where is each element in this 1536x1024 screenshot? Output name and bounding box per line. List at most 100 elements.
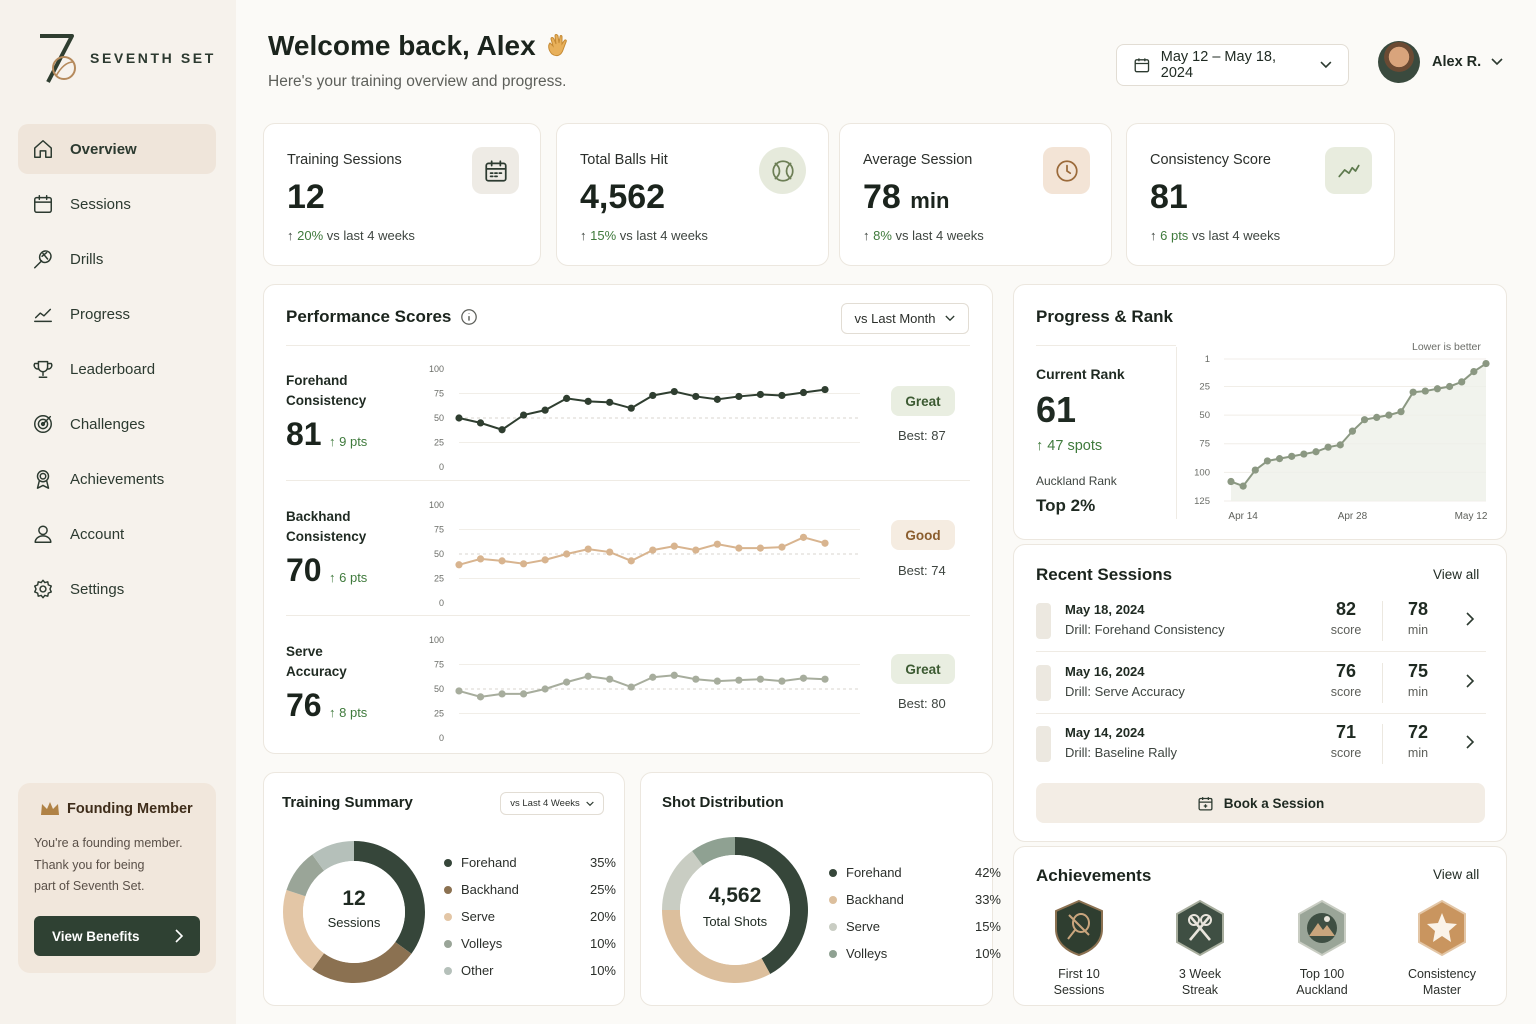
sidebar-item-challenges[interactable]: Challenges xyxy=(18,399,216,449)
legend-label: Forehand xyxy=(846,865,902,880)
achievement-first-10-sessions[interactable]: First 10 Sessions xyxy=(1024,899,1134,998)
achievement-3-week-streak[interactable]: 3 Week Streak xyxy=(1145,899,1255,998)
axis-tick-label: 50 xyxy=(1199,410,1210,421)
trend-icon xyxy=(1337,164,1360,177)
sidebar-item-label: Sessions xyxy=(70,195,131,213)
calendar-icon xyxy=(34,195,52,213)
legend-item: Forehand 35% xyxy=(444,855,616,870)
achievement-label-line: 3 Week xyxy=(1178,967,1222,981)
chevron-right-icon xyxy=(175,929,184,943)
sidebar-item-progress[interactable]: Progress xyxy=(18,289,216,339)
session-row[interactable]: May 18, 2024 Drill: Forehand Consistency… xyxy=(1036,595,1486,655)
member-text-line: part of Seventh Set. xyxy=(34,879,145,893)
achievement-label-line: Sessions xyxy=(1053,983,1105,997)
data-point xyxy=(455,687,463,695)
sidebar-item-settings[interactable]: Settings xyxy=(18,564,216,614)
achievement-top-100-auckland[interactable]: Top 100 Auckland xyxy=(1267,899,1377,998)
stat-value: 12 xyxy=(287,178,325,217)
sidebar-item-overview[interactable]: Overview xyxy=(18,124,216,174)
session-date: May 16, 2024 xyxy=(1065,664,1145,679)
legend-value: 33% xyxy=(974,892,1001,907)
data-point xyxy=(563,394,571,402)
data-point xyxy=(584,397,592,405)
donut-slice-backhand xyxy=(312,941,412,983)
legend-label: Other xyxy=(461,963,494,978)
rank-delta-value: 47 spots xyxy=(1047,438,1103,454)
metric-name-line: Accuracy xyxy=(286,664,347,679)
data-point xyxy=(1263,457,1272,465)
axis-tick-label: 50 xyxy=(434,549,444,559)
axis-tick-label: 25 xyxy=(434,438,444,448)
legend-label: Backhand xyxy=(461,882,519,897)
legend-value: 20% xyxy=(589,909,616,924)
date-range-picker[interactable]: May 12 – May 18, 2024 xyxy=(1116,44,1349,86)
data-point xyxy=(455,561,463,569)
session-date: May 14, 2024 xyxy=(1065,725,1145,740)
recent-sessions-view-all-link[interactable]: View all xyxy=(1433,567,1480,582)
performance-filter-dropdown[interactable]: vs Last Month xyxy=(841,303,969,334)
stat-icon-box xyxy=(472,147,519,194)
session-score: 76 xyxy=(1335,661,1357,681)
metric-delta: ↑ 9 pts xyxy=(329,434,368,449)
stat-value: 4,562 xyxy=(580,178,665,217)
session-row[interactable]: May 14, 2024 Drill: Baseline Rally 71 sc… xyxy=(1036,718,1486,778)
data-point xyxy=(1397,408,1405,416)
sidebar-item-account[interactable]: Account xyxy=(18,509,216,559)
book-session-label: Book a Session xyxy=(1223,795,1325,811)
axis-tick-label: Apr 14 xyxy=(1228,511,1258,522)
sidebar-item-drills[interactable]: Drills xyxy=(18,234,216,284)
target-icon xyxy=(34,415,52,433)
stat-icon-box xyxy=(1043,147,1090,194)
stat-label: Average Session xyxy=(863,152,973,168)
data-point xyxy=(519,690,528,698)
axis-tick-label: 50 xyxy=(434,413,444,423)
info-icon[interactable] xyxy=(460,308,478,326)
book-session-button[interactable]: Book a Session xyxy=(1036,783,1485,823)
achievement-consistency-master[interactable]: Consistency Master xyxy=(1387,899,1497,998)
chevron-right-icon xyxy=(1466,612,1475,626)
summary-filter-dropdown[interactable]: vs Last 4 Weeks xyxy=(500,792,604,815)
view-benefits-button[interactable]: View Benefits xyxy=(34,916,200,956)
sidebar-item-label: Settings xyxy=(70,580,125,598)
session-row[interactable]: May 16, 2024 Drill: Serve Accuracy 76 sc… xyxy=(1036,657,1486,717)
stat-change-suffix: vs last 4 weeks xyxy=(1191,228,1281,243)
home-icon xyxy=(34,140,52,158)
sidebar-item-sessions[interactable]: Sessions xyxy=(18,179,216,229)
data-point xyxy=(821,675,829,683)
session-drill: Drill: Serve Accuracy xyxy=(1065,684,1185,699)
axis-tick-label: 75 xyxy=(1199,439,1210,450)
session-score: 82 xyxy=(1335,599,1357,619)
current-rank-value: 61 xyxy=(1036,389,1077,430)
metric-name-line: Consistency xyxy=(286,393,367,408)
achievements-view-all-link[interactable]: View all xyxy=(1433,867,1480,882)
logo[interactable]: SEVENTH SET xyxy=(36,32,216,84)
date-range-text: May 12 – May 18, 2024 xyxy=(1160,49,1276,81)
regional-rank-label: Auckland Rank xyxy=(1036,474,1117,488)
user-menu[interactable]: Alex R. xyxy=(1378,41,1503,83)
metric-delta-value: 8 pts xyxy=(339,705,368,720)
status-badge: Great xyxy=(891,386,955,416)
donut-slice-backhand xyxy=(662,910,771,983)
sidebar-item-leaderboard[interactable]: Leaderboard xyxy=(18,344,216,394)
legend-item: Volleys 10% xyxy=(829,946,1001,961)
racket-icon xyxy=(34,250,52,269)
data-point xyxy=(821,539,829,547)
divider xyxy=(286,345,970,346)
shot-distribution-card: Shot Distribution 4,562 Total Shots Fore… xyxy=(640,772,1001,1006)
performance-title: Performance Scores xyxy=(286,307,478,327)
divider xyxy=(1382,663,1383,703)
sidebar-item-achievements[interactable]: Achievements xyxy=(18,454,216,504)
data-point xyxy=(476,419,485,427)
data-point xyxy=(735,544,743,552)
summary-filter-label: vs Last 4 Weeks xyxy=(510,798,580,809)
stat-label: Consistency Score xyxy=(1150,152,1271,168)
legend-label: Serve xyxy=(461,909,495,924)
data-point xyxy=(670,542,678,550)
performance-title-text: Performance Scores xyxy=(286,307,452,326)
donut-slice-volleys xyxy=(692,837,735,866)
legend-item: Forehand 42% xyxy=(829,865,1001,880)
axis-tick-label: Apr 28 xyxy=(1338,511,1368,522)
sidebar: SEVENTH SET Overview Sessions Drills Pro… xyxy=(0,0,236,1024)
mountain-badge-icon xyxy=(1298,899,1346,957)
data-point xyxy=(799,674,808,682)
